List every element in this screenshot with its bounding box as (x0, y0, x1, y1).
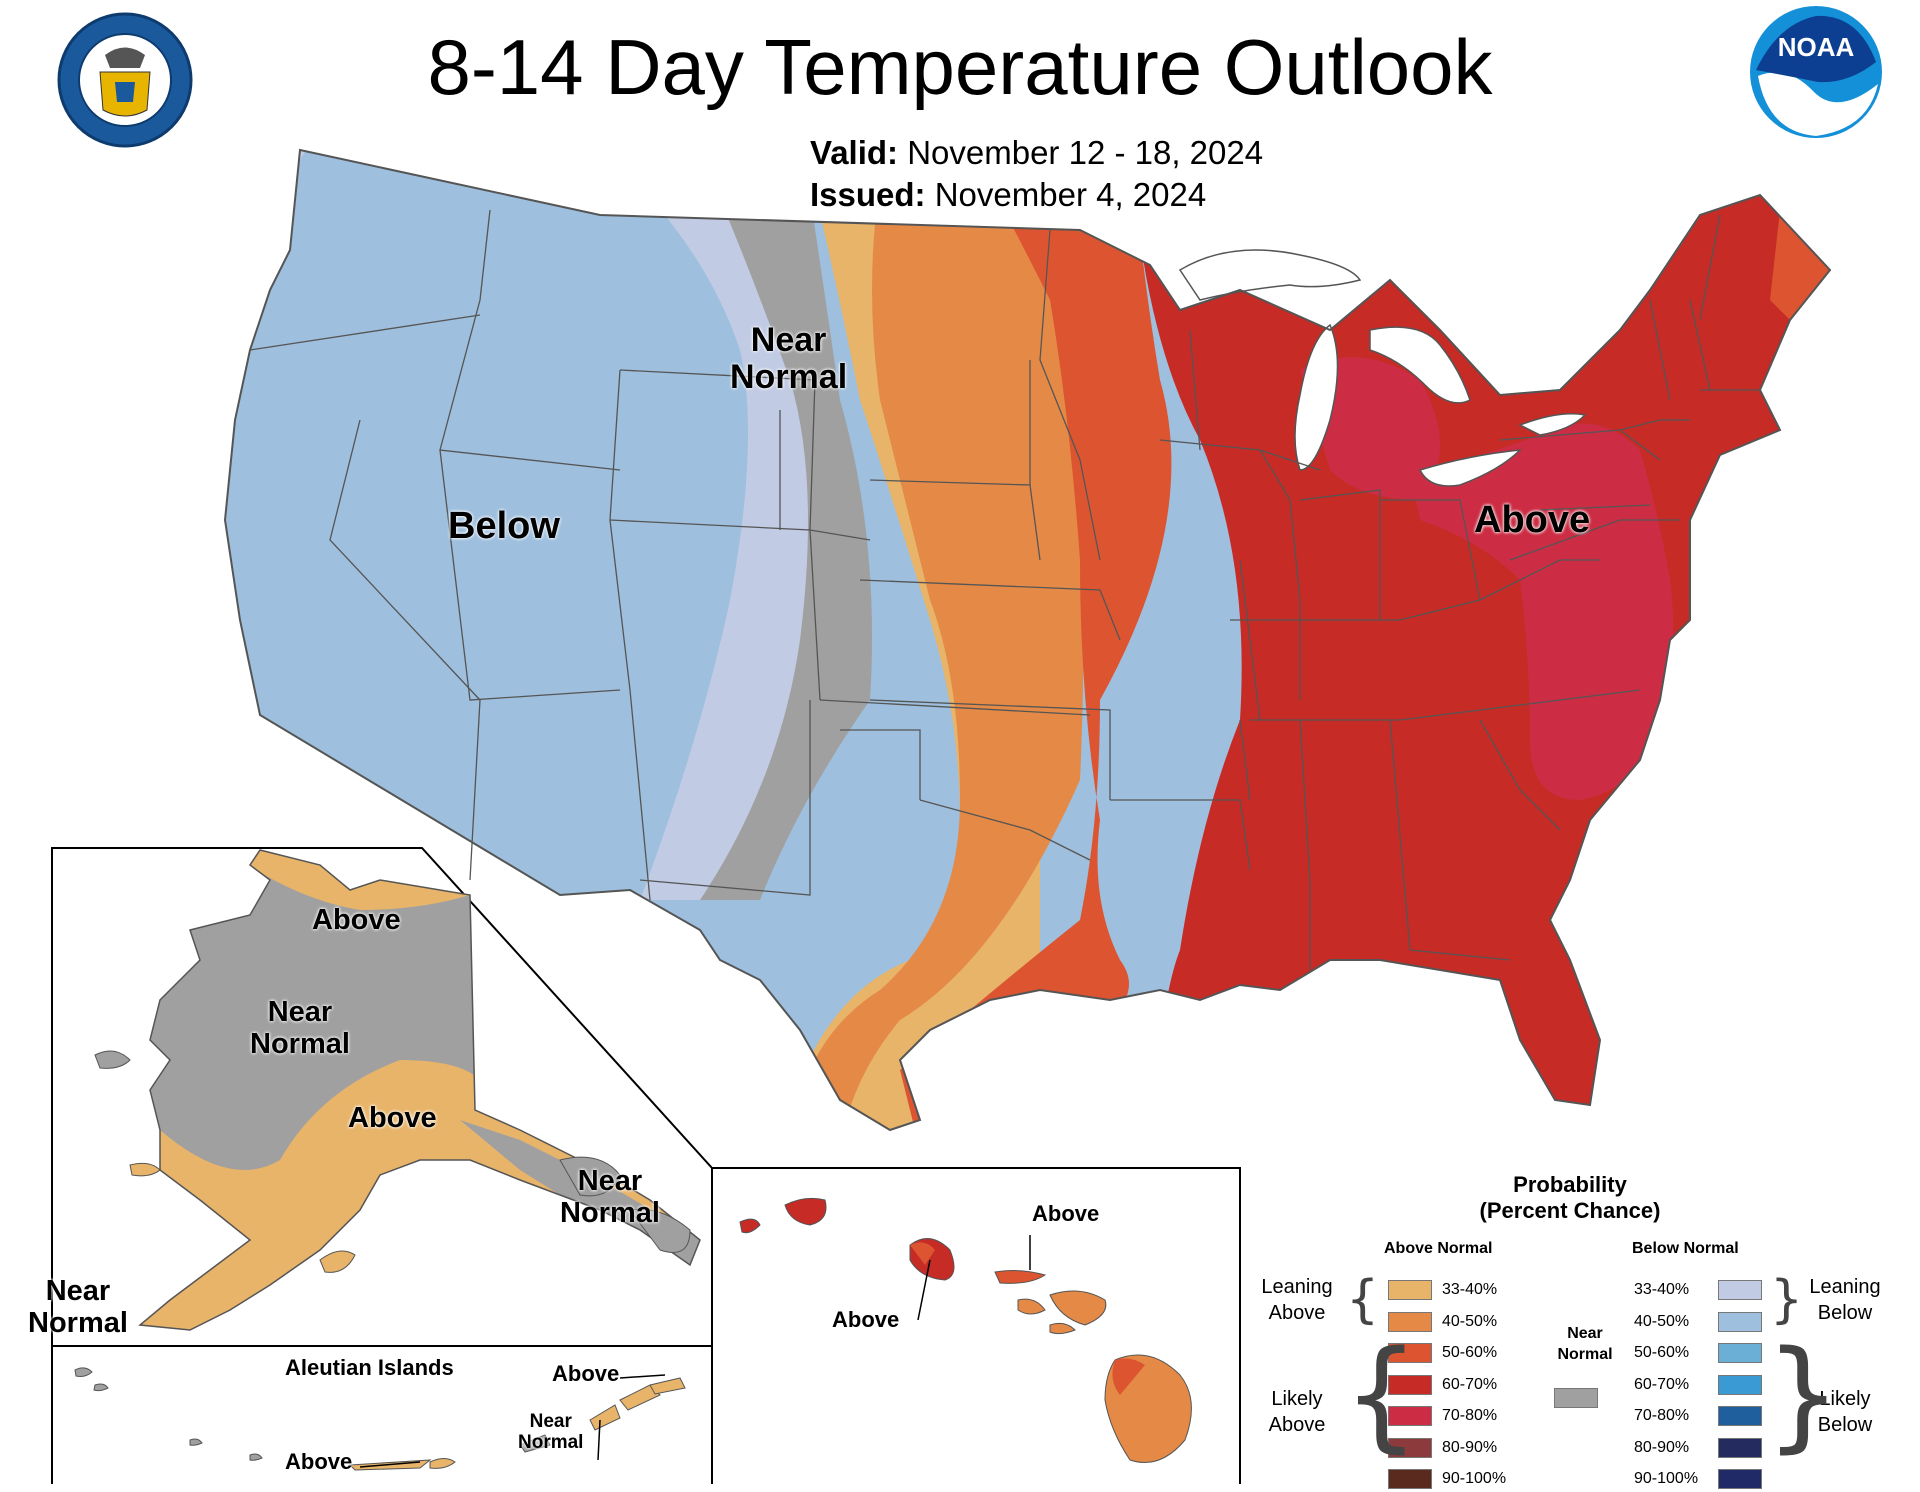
legend-above-range: 90-100% (1442, 1470, 1507, 1487)
conus-below-label: Below (448, 505, 560, 547)
legend-above-range: 80-90% (1442, 1438, 1498, 1456)
valid-line: Valid: November 12 - 18, 2024 (810, 134, 1263, 172)
legend-below-swatch (1718, 1343, 1762, 1363)
legend-below-range: 40-50% (1634, 1312, 1690, 1330)
legend-above-swatch (1388, 1374, 1432, 1395)
issued-line: Issued: November 4, 2024 (810, 176, 1206, 214)
legend-above-range: 50-60% (1442, 1344, 1498, 1361)
legend-above-swatch (1388, 1280, 1432, 1300)
legend-below-range: 50-60% (1634, 1344, 1690, 1361)
legend-below-swatch (1718, 1437, 1762, 1458)
noaa-logo: NOAA (1750, 6, 1882, 138)
alaska-southwest-near-normal-label: Near Normal (28, 1275, 128, 1339)
conus-above-label: Above (1474, 499, 1591, 541)
legend-above-range: 40-50% (1442, 1312, 1498, 1330)
aleutian-islands-title: Aleutian Islands (285, 1355, 454, 1380)
legend-likely-below: Likely Below (1817, 1388, 1873, 1436)
legend-title: Probability (Percent Chance) (1479, 1172, 1661, 1223)
legend-likely-below-brace: } (1765, 1326, 1842, 1465)
legend-below-range: 90-100% (1634, 1470, 1699, 1487)
department-of-commerce-seal (57, 12, 193, 148)
legend-above-swatch (1388, 1311, 1432, 1332)
valid-dates: November 12 - 18, 2024 (907, 134, 1264, 171)
hawaii-above-north-label: Above (1032, 1201, 1100, 1226)
legend-above-swatch (1388, 1469, 1432, 1489)
legend-likely-above: Likely Above (1268, 1388, 1326, 1436)
legend-below-range: 80-90% (1634, 1438, 1690, 1456)
legend-below-swatch (1718, 1311, 1762, 1332)
legend-above-swatch (1388, 1343, 1432, 1363)
legend-near-normal-swatch (1554, 1388, 1598, 1408)
alaska-above-south-label: Above (348, 1102, 437, 1134)
legend-above-swatch (1388, 1437, 1432, 1458)
valid-label: Valid: (810, 134, 899, 171)
conus-near-normal-label: Near Normal (730, 321, 848, 397)
legend-below-header: Below Normal (1632, 1240, 1739, 1257)
legend-below-swatch (1718, 1374, 1762, 1395)
legend-leaning-below-brace: } (1770, 1270, 1804, 1330)
legend-below-range: 60-70% (1634, 1375, 1690, 1393)
legend-below-swatch (1718, 1469, 1762, 1489)
legend-above-header: Above Normal (1384, 1240, 1493, 1257)
aleutian-above-west-label: Above (285, 1449, 353, 1474)
legend-below-range: 70-80% (1634, 1407, 1690, 1424)
legend-leaning-above: Leaning Above (1261, 1276, 1333, 1324)
legend-below-range: 33-40% (1634, 1281, 1690, 1298)
legend-leaning-below: Leaning Below (1809, 1276, 1881, 1324)
aleutian-near-normal-label: Near Normal (518, 1411, 584, 1453)
legend-leaning-above-brace: { (1346, 1270, 1380, 1330)
alaska-near-normal-label: Near Normal (250, 996, 350, 1060)
legend-below-swatch (1718, 1406, 1762, 1426)
alaska-above-north-label: Above (312, 904, 401, 936)
legend-near-normal-label: Near Normal (1557, 1325, 1613, 1363)
noaa-logo-text: NOAA (1778, 32, 1855, 62)
legend-above-swatch (1388, 1406, 1432, 1426)
legend-likely-above-brace: { (1343, 1326, 1420, 1465)
map-title: 8-14 Day Temperature Outlook (427, 23, 1493, 111)
issued-date: November 4, 2024 (934, 176, 1207, 213)
hawaii-above-oahu-label: Above (832, 1307, 900, 1332)
legend-above-range: 70-80% (1442, 1407, 1498, 1424)
legend-above-range: 33-40% (1442, 1281, 1498, 1298)
alaska-southeast-near-normal-label: Near Normal (560, 1165, 660, 1229)
issued-label: Issued: (810, 176, 926, 213)
legend-below-swatch (1718, 1280, 1762, 1300)
legend-above-range: 60-70% (1442, 1375, 1498, 1393)
aleutian-above-east-label: Above (552, 1361, 620, 1386)
